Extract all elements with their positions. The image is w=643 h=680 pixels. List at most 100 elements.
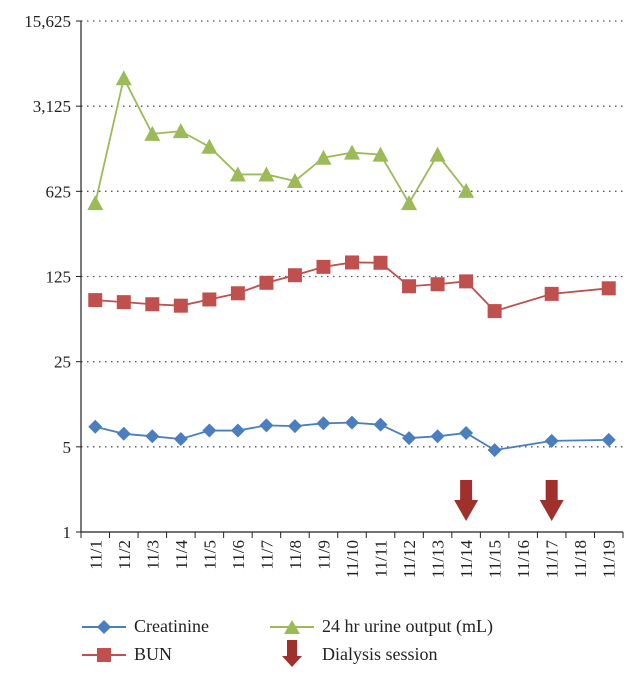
data-point xyxy=(229,166,246,182)
legend-item-bun: BUN xyxy=(82,644,172,665)
data-point xyxy=(601,432,616,447)
x-tick-label: 11/13 xyxy=(429,540,448,578)
data-point xyxy=(459,425,474,440)
x-tick-label: 11/5 xyxy=(200,540,219,570)
data-point xyxy=(544,286,559,301)
data-point xyxy=(345,255,359,270)
data-point xyxy=(259,418,274,433)
legend-label-creatinine: Creatinine xyxy=(134,616,209,636)
y-tick-label: 5 xyxy=(63,438,72,457)
y-tick-label: 3,125 xyxy=(33,97,71,116)
series-line xyxy=(94,75,467,205)
series-creatinine xyxy=(88,415,616,458)
data-point xyxy=(487,304,502,319)
x-tick-label: 11/17 xyxy=(543,540,562,579)
data-point xyxy=(402,279,417,294)
series-layer xyxy=(87,70,616,458)
x-tick-label: 11/15 xyxy=(486,540,505,578)
x-tick-label: 11/6 xyxy=(229,540,248,570)
data-point xyxy=(345,415,359,430)
y-tick-labels: 1 5 25 125 625 3,125 15,625 xyxy=(24,12,71,542)
data-point xyxy=(144,125,161,141)
x-tick-label: 11/10 xyxy=(343,540,362,578)
data-point xyxy=(430,277,445,292)
data-point xyxy=(373,255,388,270)
data-point xyxy=(344,144,360,160)
legend-swatch-dialysis-arrow-icon xyxy=(282,640,302,667)
data-point xyxy=(544,433,559,448)
x-tick-label: 11/12 xyxy=(400,540,419,578)
x-tick-label: 11/8 xyxy=(286,540,305,570)
data-point xyxy=(459,274,474,289)
x-tick-label: 11/11 xyxy=(372,540,391,577)
data-point xyxy=(258,166,275,182)
data-point xyxy=(230,286,245,301)
y-tick-label: 125 xyxy=(46,268,72,287)
gridlines xyxy=(81,20,623,448)
legend-swatch-bun xyxy=(82,647,126,662)
data-point xyxy=(372,146,389,162)
data-point xyxy=(373,417,388,432)
data-point xyxy=(202,292,217,307)
dialysis-arrow-icon xyxy=(539,480,564,521)
data-point xyxy=(116,295,131,310)
data-point xyxy=(88,419,103,434)
y-tick-label: 25 xyxy=(54,353,71,372)
data-point xyxy=(201,138,218,154)
data-point xyxy=(173,431,188,446)
x-tick-label: 11/18 xyxy=(571,540,590,578)
x-tick-label: 11/9 xyxy=(314,540,333,570)
data-point xyxy=(315,149,332,165)
data-point xyxy=(429,146,446,162)
data-point xyxy=(316,416,331,431)
legend-item-urine-output: 24 hr urine output (mL) xyxy=(270,616,493,637)
series-line xyxy=(95,261,609,313)
y-tick-label: 15,625 xyxy=(24,12,71,31)
data-point xyxy=(202,423,217,438)
data-point xyxy=(601,281,616,296)
data-point xyxy=(145,297,160,312)
data-point xyxy=(287,419,302,434)
data-point xyxy=(287,268,302,283)
data-point xyxy=(87,195,104,211)
legend-item-creatinine: Creatinine xyxy=(82,616,209,637)
y-tick-label: 625 xyxy=(46,182,72,201)
x-tick-labels: 11/1 11/2 11/3 11/4 11/5 11/6 11/7 11/8 11/9 11/1… xyxy=(86,540,618,579)
x-tick-label: 11/16 xyxy=(514,540,533,578)
data-point xyxy=(401,195,418,211)
y-tick-label: 1 xyxy=(63,523,72,542)
data-point xyxy=(116,426,131,441)
data-point xyxy=(172,123,189,139)
data-point xyxy=(230,423,245,438)
data-point xyxy=(286,172,303,188)
data-point xyxy=(259,275,274,290)
legend-swatch-creatinine xyxy=(82,619,126,634)
axes xyxy=(76,20,624,538)
series-24-hr-urine-output-ml- xyxy=(87,70,475,211)
dialysis-arrow-icon xyxy=(454,480,479,521)
x-tick-label: 11/3 xyxy=(143,540,162,570)
x-tick-label: 11/14 xyxy=(457,540,476,579)
legend-label-dialysis: Dialysis session xyxy=(322,643,438,664)
data-point xyxy=(430,429,445,444)
data-point xyxy=(316,259,331,274)
data-point xyxy=(173,298,188,313)
x-tick-label: 11/4 xyxy=(172,540,191,570)
data-point xyxy=(458,182,475,198)
x-tick-label: 11/7 xyxy=(257,540,276,570)
x-tick-label: 11/1 xyxy=(86,540,105,570)
legend-label-bun: BUN xyxy=(134,644,173,664)
dialysis-arrows xyxy=(454,480,564,521)
legend-item-dialysis: Dialysis session xyxy=(270,640,438,668)
legend-swatch-urine-output xyxy=(270,619,314,634)
data-point xyxy=(88,293,103,308)
series-bun xyxy=(88,255,616,319)
x-tick-label: 11/19 xyxy=(600,540,619,578)
data-point xyxy=(487,443,502,458)
data-point xyxy=(402,431,417,446)
legend-label-urine-output: 24 hr urine output (mL) xyxy=(322,616,493,636)
x-tick-label: 11/2 xyxy=(115,540,134,570)
data-point xyxy=(115,70,132,86)
data-point xyxy=(145,429,160,444)
